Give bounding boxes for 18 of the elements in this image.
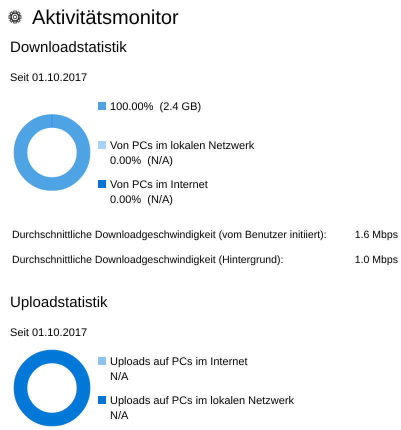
legend-label: Von PCs im lokalen Netzwerk bbox=[110, 140, 255, 152]
legend-label: Uploads auf PCs im Internet bbox=[110, 356, 248, 368]
chart-subtitle: Seit 01.10.2017 bbox=[10, 72, 88, 84]
text: Durchschnittliche Downloadgeschwindigkeit (Hintergrund): bbox=[12, 254, 284, 266]
data-label: N/A bbox=[110, 410, 129, 422]
chart-title: Uploadstatistik bbox=[10, 294, 108, 311]
text: 1.6 Mbps bbox=[354, 229, 398, 241]
text: 1.0 Mbps bbox=[354, 254, 398, 266]
data-label: 100.00% (2.4 GB) bbox=[110, 101, 202, 113]
text: Durchschnittliche Downloadgeschwindigkeit (vom Benutzer initiiert): bbox=[12, 229, 327, 241]
legend-label: Uploads auf PCs im lokalen Netzwerk bbox=[110, 395, 295, 407]
text: N/A bbox=[110, 371, 128, 383]
text: Aktivitätsmonitor bbox=[32, 7, 180, 29]
text: 0.00% (N/A) bbox=[110, 194, 173, 206]
legend-label: Von PCs im Internet bbox=[110, 179, 208, 191]
chart-subtitle: Seit 01.10.2017 bbox=[10, 327, 88, 339]
chart-title: Downloadstatistik bbox=[10, 39, 128, 56]
text: 0.00% (N/A) bbox=[110, 155, 173, 167]
